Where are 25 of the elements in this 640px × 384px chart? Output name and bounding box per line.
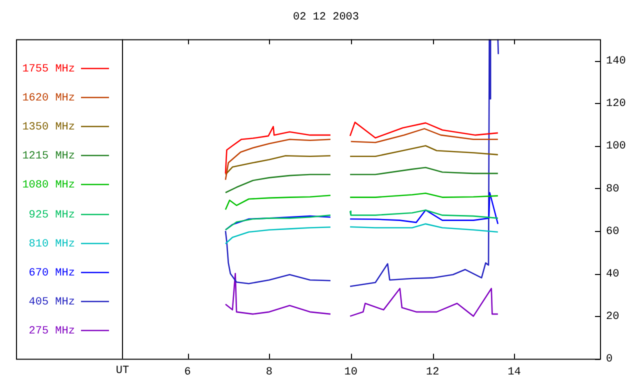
y-tick-label: 20 bbox=[606, 311, 620, 324]
legend-label: 1080 MHz bbox=[22, 179, 75, 192]
x-axis-title: UT bbox=[116, 365, 130, 378]
y-tick-label: 100 bbox=[606, 140, 626, 153]
legend-label: 405 MHz bbox=[28, 296, 75, 308]
y-tick-label: 60 bbox=[606, 226, 620, 238]
x-tick-label: 8 bbox=[266, 366, 273, 378]
legend-label: 925 MHz bbox=[28, 209, 75, 222]
legend-label: 810 MHz bbox=[28, 238, 75, 250]
x-tick-label: 6 bbox=[184, 366, 191, 378]
legend-label: 275 MHz bbox=[28, 325, 75, 338]
y-tick-label: 0 bbox=[606, 354, 613, 366]
x-tick-label: 12 bbox=[426, 366, 440, 378]
x-tick-label: 10 bbox=[344, 366, 358, 378]
y-tick-label: 120 bbox=[606, 98, 626, 110]
legend-label: 1620 MHz bbox=[22, 92, 75, 104]
legend-label: 1215 MHz bbox=[22, 150, 75, 162]
legend-label: 1350 MHz bbox=[22, 121, 75, 134]
legend-label: 1755 MHz bbox=[22, 63, 75, 76]
y-tick-label: 40 bbox=[606, 268, 620, 280]
chart-title: 02 12 2003 bbox=[292, 12, 360, 24]
y-tick-label: 80 bbox=[606, 183, 620, 196]
x-tick-label: 14 bbox=[508, 366, 522, 378]
y-tick-label: 140 bbox=[606, 55, 626, 68]
legend-label: 670 MHz bbox=[28, 267, 75, 280]
